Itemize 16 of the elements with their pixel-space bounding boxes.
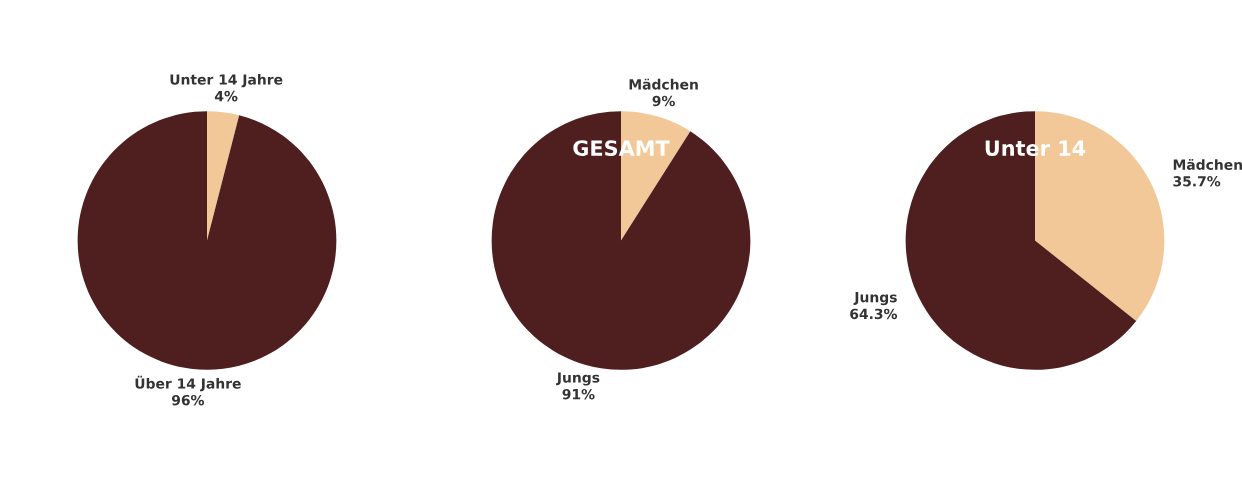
slice-label: Mädchen (1173, 158, 1242, 170)
slice-label: Mädchen (629, 78, 698, 90)
data-label: 96% (171, 394, 205, 406)
pie-slice (491, 111, 751, 370)
data-label: 91% (562, 388, 595, 400)
slice-label: Jungs (853, 292, 897, 306)
data-label: 9% (652, 95, 675, 107)
data-label: 35.7% (1173, 176, 1221, 187)
pie-slice (905, 111, 1137, 370)
slice-label: Jungs (556, 372, 600, 386)
data-label: 64.3% (850, 308, 898, 320)
slice-label: Über 14 Jahre (135, 375, 241, 392)
pie-slice (77, 111, 337, 370)
data-label: 4% (214, 90, 238, 102)
slice-label: Unter 14 Jahre (170, 74, 283, 88)
pie-slice (207, 111, 240, 241)
